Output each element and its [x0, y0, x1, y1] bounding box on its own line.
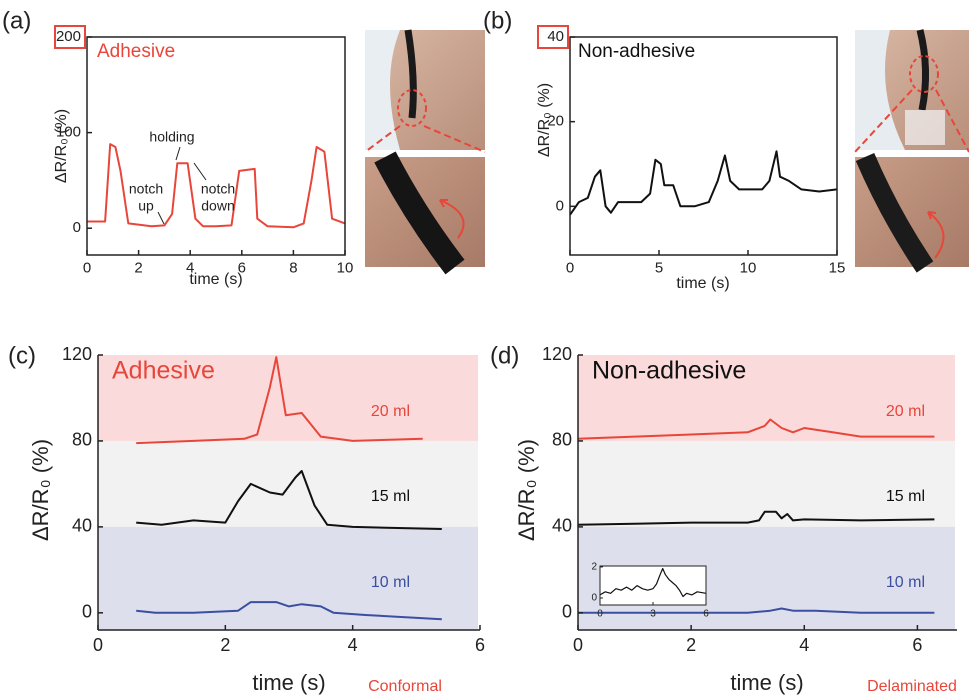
- y-axis-label: ΔR/R₀ (%): [53, 109, 70, 183]
- chart-title: Non-adhesive: [592, 357, 746, 385]
- data-line: [87, 143, 346, 229]
- y-tick-label: 120: [542, 344, 572, 364]
- data-line: [136, 356, 423, 445]
- data-line: [136, 470, 442, 530]
- x-tick-label: 4: [186, 259, 194, 276]
- series-label: 20 ml: [886, 403, 925, 420]
- y-tick-label: 0: [562, 602, 572, 622]
- background-band: [578, 440, 955, 527]
- background-band: [98, 526, 478, 630]
- x-tick-label: 4: [348, 635, 358, 655]
- plot-frame: [86, 36, 346, 256]
- background-band: [98, 355, 478, 441]
- x-tick-label: 6: [912, 635, 922, 655]
- y-tick-label: 40: [72, 516, 92, 536]
- x-axis-label: time (s): [676, 275, 729, 292]
- x-tick-label: 10: [740, 259, 757, 276]
- data-line: [578, 607, 935, 614]
- data-line: [577, 418, 935, 440]
- chart-title: Non-adhesive: [578, 41, 695, 62]
- x-tick-label: 0: [83, 259, 91, 276]
- y-axis-label: ΔR/R₀ (%): [28, 439, 53, 541]
- y-axis-label: ΔR/R₀ (%): [514, 439, 539, 541]
- background-band: [578, 355, 955, 441]
- x-tick-label: 8: [289, 259, 297, 276]
- x-tick-label: 10: [337, 259, 354, 276]
- x-axis-label: time (s): [189, 271, 242, 288]
- x-tick-label: 6: [703, 609, 709, 620]
- chart-title: Adhesive: [97, 41, 175, 62]
- series-label: 15 ml: [886, 488, 925, 505]
- series-label: 10 ml: [371, 574, 410, 591]
- y-tick-label: 0: [556, 197, 564, 214]
- background-band: [98, 440, 478, 527]
- annotation: notch: [129, 181, 163, 197]
- series-label: 20 ml: [371, 403, 410, 420]
- x-tick-label: 15: [829, 259, 846, 276]
- photo-conformal: [364, 29, 486, 275]
- series-label: 15 ml: [371, 488, 410, 505]
- tick-highlight: [54, 25, 86, 49]
- y-axis-label: ΔR/R₀ (%): [536, 83, 553, 157]
- y-tick-label: 80: [72, 430, 92, 450]
- x-tick-label: 6: [475, 635, 485, 655]
- annotation-arrow: [175, 146, 181, 161]
- x-tick-label: 0: [93, 635, 103, 655]
- tick-highlight: [537, 25, 569, 49]
- panel-label: (c): [8, 342, 36, 369]
- annotation: Conformal: [368, 678, 442, 695]
- chart-title: Adhesive: [112, 357, 215, 385]
- x-tick-label: 2: [134, 259, 142, 276]
- y-tick-label: 120: [62, 344, 92, 364]
- data-line: [577, 510, 935, 526]
- annotation: up: [138, 198, 154, 214]
- panel-label: (a): [2, 7, 31, 34]
- inset-background: [600, 566, 706, 605]
- y-tick-label: 100: [56, 124, 81, 141]
- data-line: [136, 601, 442, 621]
- annotation: holding: [149, 129, 194, 145]
- series-label: 10 ml: [886, 574, 925, 591]
- x-tick-label: 0: [573, 635, 583, 655]
- x-tick-label: 0: [566, 259, 574, 276]
- y-tick-label: 200: [56, 28, 81, 45]
- x-tick-label: 6: [238, 259, 246, 276]
- annotation-arrow: [157, 211, 165, 225]
- annotation: Delaminated: [867, 678, 957, 695]
- y-tick-label: 0: [73, 219, 81, 236]
- x-tick-label: 2: [686, 635, 696, 655]
- photo-delaminated: [854, 29, 969, 273]
- x-axis-label: time (s): [730, 670, 803, 695]
- y-tick-label: 2: [591, 562, 597, 573]
- y-tick-label: 0: [82, 602, 92, 622]
- data-line: [599, 567, 707, 598]
- panel-label: (d): [490, 342, 519, 369]
- plot-frame: [569, 36, 838, 256]
- x-tick-label: 3: [650, 609, 656, 620]
- x-tick-label: 2: [220, 635, 230, 655]
- x-tick-label: 0: [597, 609, 603, 620]
- y-tick-label: 40: [547, 28, 564, 45]
- y-tick-label: 80: [552, 430, 572, 450]
- panel-label: (b): [483, 7, 512, 34]
- y-tick-label: 0: [591, 593, 597, 604]
- annotation: down: [201, 198, 234, 214]
- x-tick-label: 5: [655, 259, 663, 276]
- x-tick-label: 4: [799, 635, 809, 655]
- annotation: notch: [201, 181, 235, 197]
- annotation-arrow: [193, 162, 207, 181]
- y-tick-label: 40: [552, 516, 572, 536]
- x-axis-label: time (s): [252, 670, 325, 695]
- data-line: [569, 150, 838, 216]
- y-tick-label: 20: [547, 113, 564, 130]
